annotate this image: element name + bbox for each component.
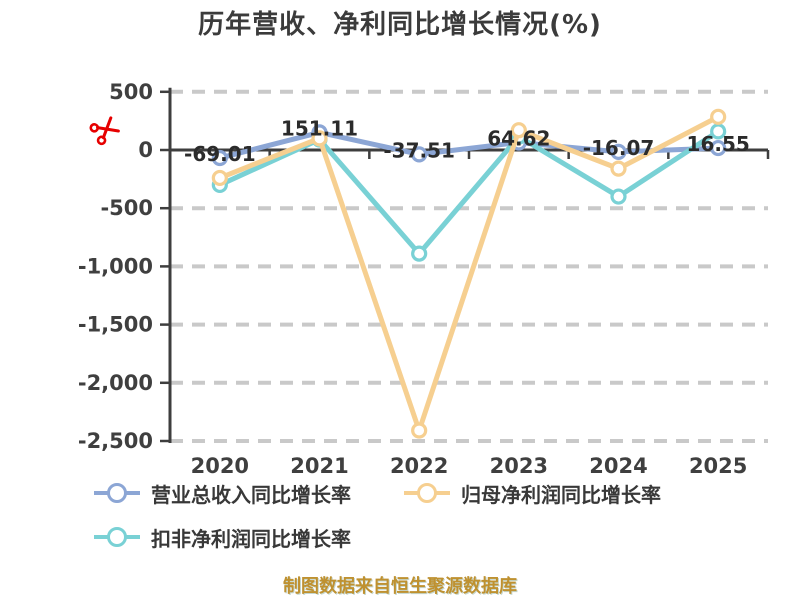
y-tick-label: 0 xyxy=(138,138,153,162)
data-point xyxy=(411,422,428,439)
y-tick-label: -2,500 xyxy=(78,429,153,453)
data-point xyxy=(510,122,527,139)
y-tick-label: -500 xyxy=(100,196,153,220)
legend-item-deducted-profit-growth: 扣非净利润同比增长率 xyxy=(93,524,351,551)
x-tick-label: 2021 xyxy=(290,454,348,478)
legend-item-revenue-growth: 营业总收入同比增长率 xyxy=(93,480,351,507)
data-point xyxy=(211,169,228,187)
source-note: 制图数据来自恒生聚源数据库 xyxy=(283,576,517,597)
series-line xyxy=(217,129,721,161)
data-point xyxy=(411,146,428,163)
data-label: -69.01 xyxy=(184,142,256,166)
legend-item-net-profit-growth: 归母净利润同比增长率 xyxy=(403,480,661,507)
data-point xyxy=(610,188,627,205)
legend-label-net-profit: 归母净利润同比增长率 xyxy=(461,482,661,507)
data-label: 64.62 xyxy=(487,126,550,150)
legend-label-revenue: 营业总收入同比增长率 xyxy=(151,482,351,507)
data-point xyxy=(211,149,228,167)
chart-title: 历年营收、净利同比增长情况(%) xyxy=(198,10,602,40)
legend-marker-revenue xyxy=(94,483,140,503)
x-tick-label: 2022 xyxy=(390,454,448,478)
data-label: -16.07 xyxy=(583,136,655,160)
x-tick-label: 2025 xyxy=(689,454,747,478)
scissors-icon xyxy=(86,111,124,149)
x-tick-label: 2023 xyxy=(490,454,548,478)
x-tick-label: 2024 xyxy=(589,454,647,478)
data-point xyxy=(710,108,727,125)
y-tick-label: -1,500 xyxy=(78,313,153,337)
x-tick-label: 2020 xyxy=(191,454,249,478)
data-point xyxy=(710,139,727,157)
data-label: 151.11 xyxy=(281,116,358,140)
data-label: 16.55 xyxy=(687,132,750,156)
legend-label-deducted-profit: 扣非净利润同比增长率 xyxy=(151,526,351,551)
legend-marker-net-profit xyxy=(404,483,450,503)
y-tick-label: -2,000 xyxy=(78,371,153,395)
line-chart: 500 0 -500 -1,000 -1,500 -2,000 -2,500 2020 2021… xyxy=(78,80,770,478)
data-point xyxy=(610,143,627,160)
y-tick-label: -1,000 xyxy=(78,254,153,278)
data-point xyxy=(411,245,428,262)
data-point xyxy=(311,130,328,147)
y-tick-label: 500 xyxy=(109,80,153,104)
data-point xyxy=(610,160,627,177)
series-line xyxy=(217,114,721,434)
legend-marker-deducted-profit xyxy=(94,527,140,547)
data-label: -37.51 xyxy=(383,138,455,162)
